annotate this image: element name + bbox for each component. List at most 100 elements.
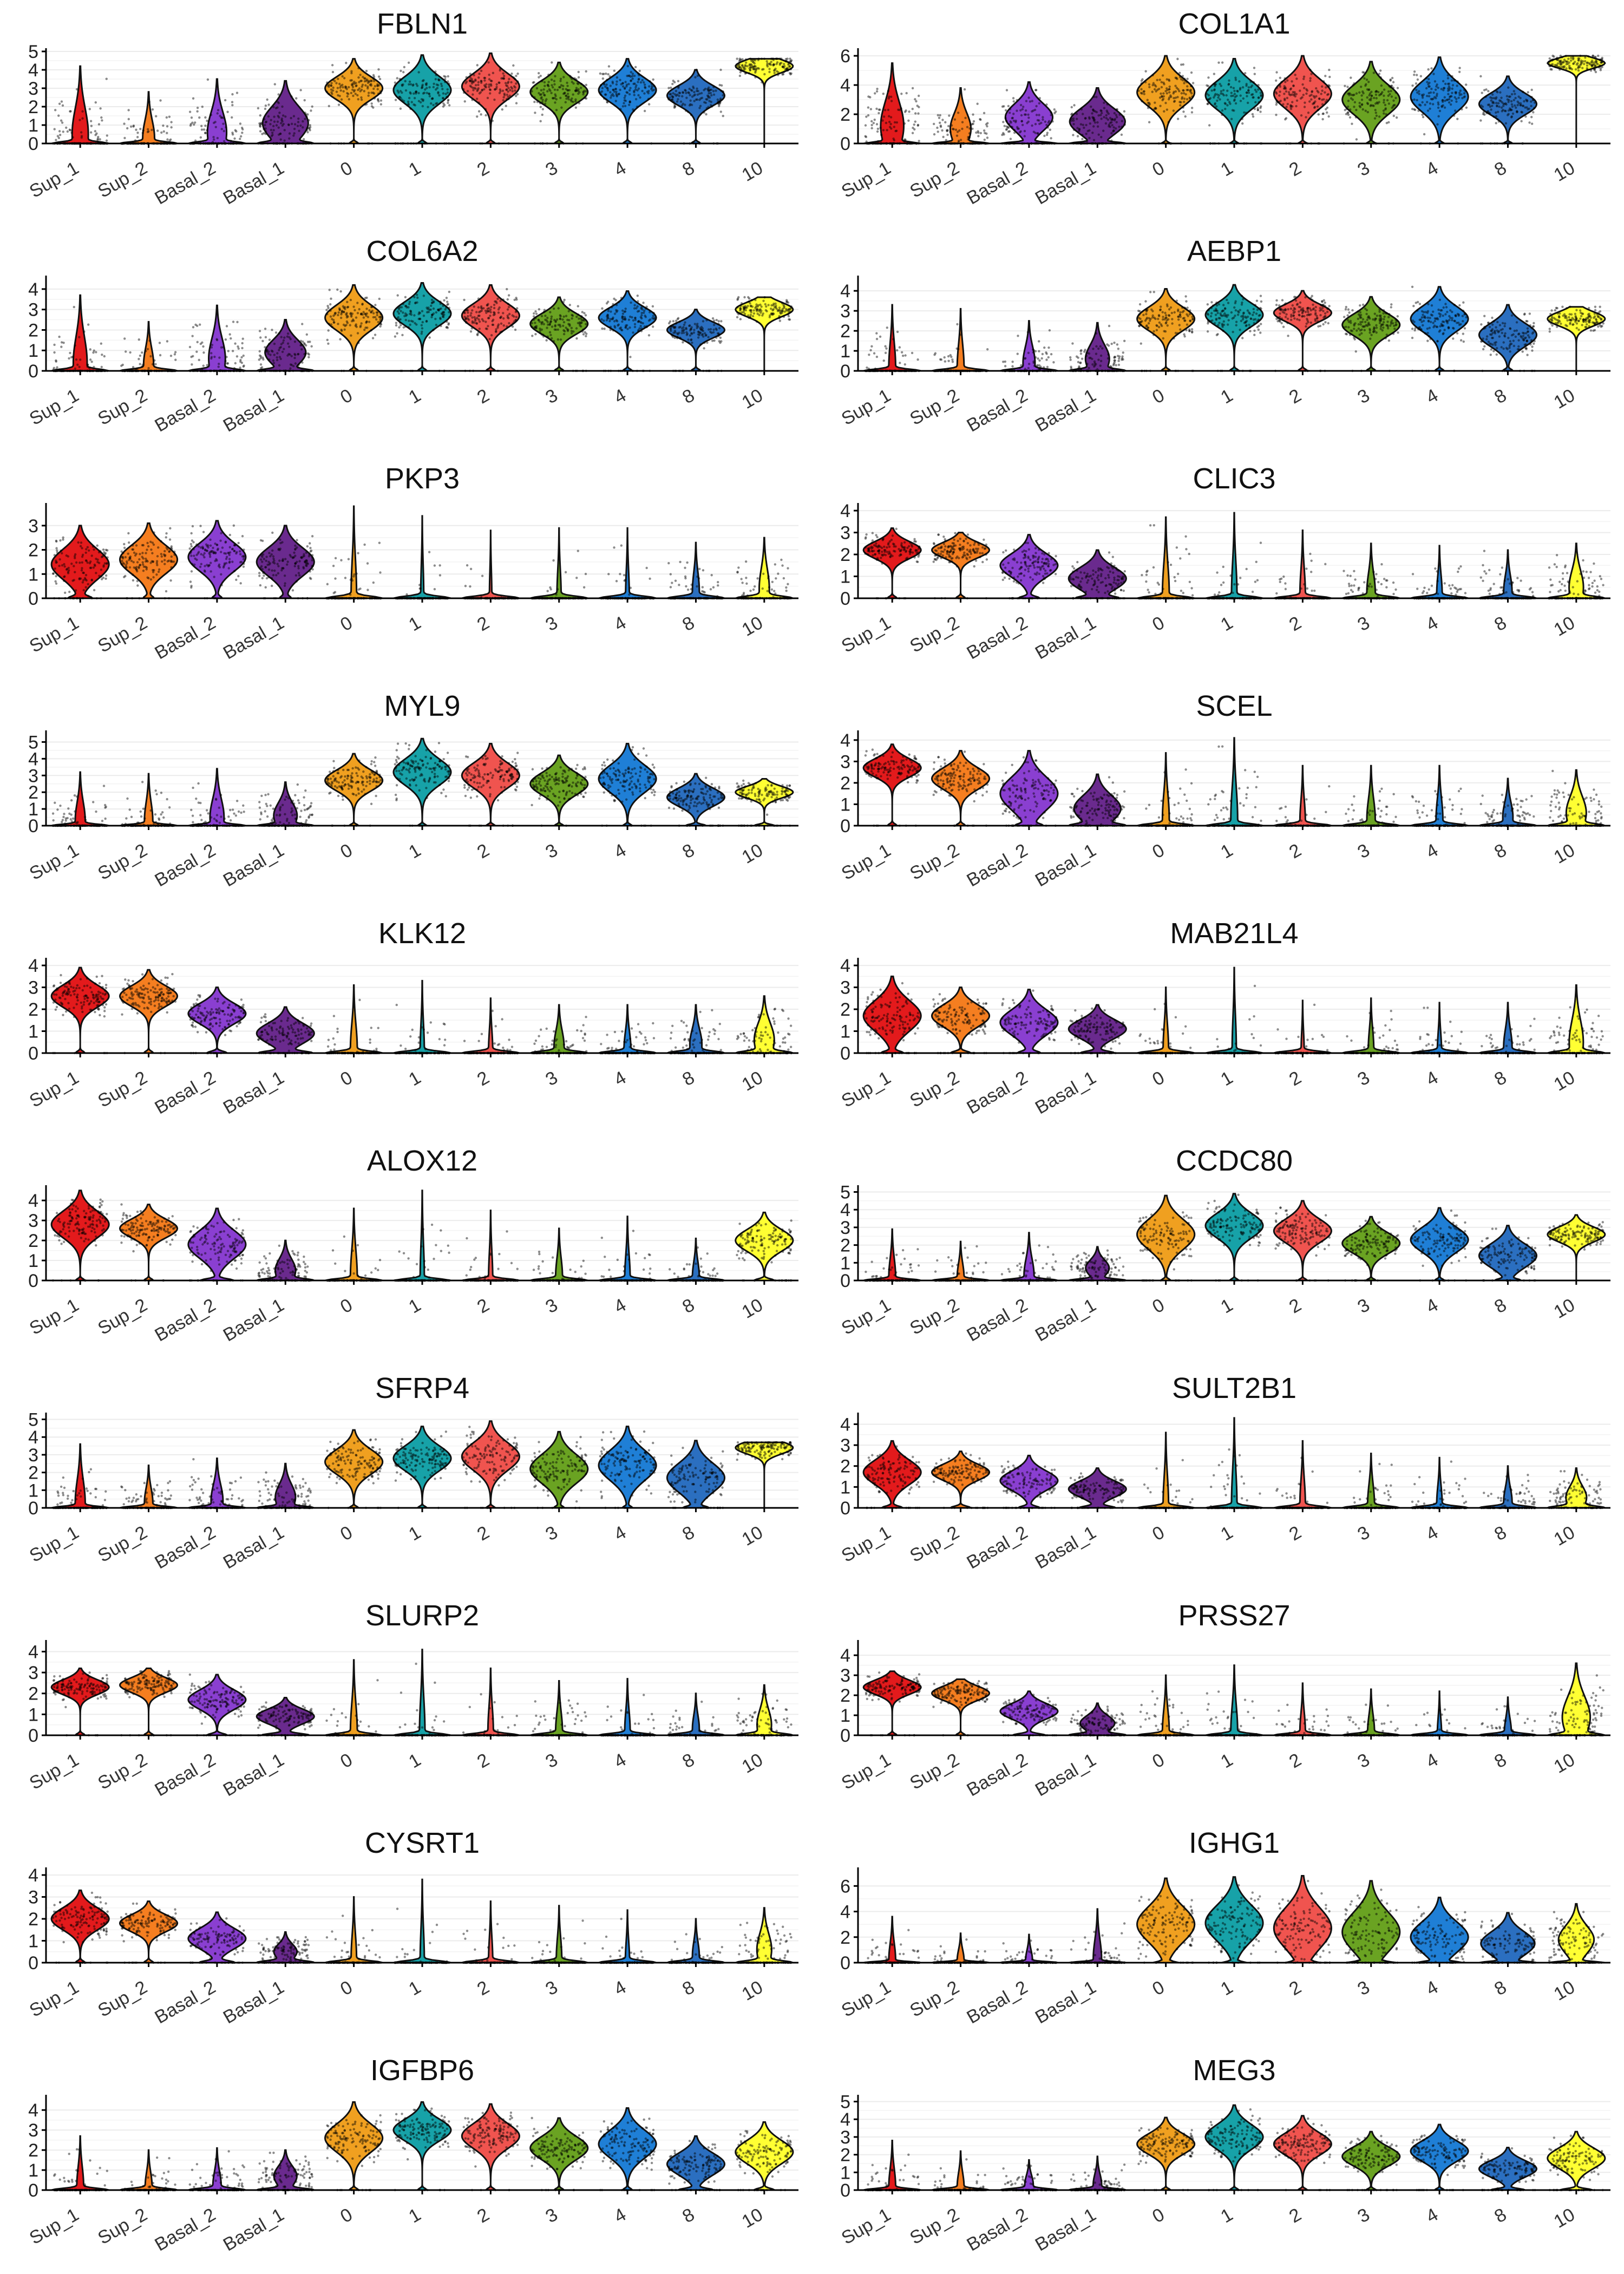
jitter-point [870,120,873,123]
jitter-point [337,313,339,317]
jitter-point [1221,113,1223,116]
jitter-point [562,300,565,303]
jitter-point [202,351,205,354]
jitter-point [903,110,907,113]
jitter-point [90,360,93,363]
jitter-point [514,89,516,92]
jitter-point [1207,98,1210,101]
jitter-point [652,311,655,315]
jitter-point [788,65,791,68]
jitter-point [670,86,672,89]
jitter-point [215,338,219,342]
jitter-point [534,333,537,336]
jitter-point [493,311,496,314]
jitter-point [1427,68,1430,71]
jitter-point [1320,85,1324,88]
jitter-point [958,129,961,132]
jitter-point [1309,68,1312,71]
jitter-point [281,120,284,123]
jitter-point [738,74,742,77]
jitter-point [647,103,651,106]
jitter-point [336,288,339,291]
jitter-point [651,325,654,328]
jitter-point [760,305,763,308]
jitter-point [711,339,714,342]
jitter-point [915,100,918,103]
jitter-point [237,345,239,348]
jitter-point [308,127,311,130]
jitter-point [585,323,587,325]
jitter-point [532,315,535,318]
jitter-point [234,362,237,365]
jitter-point [553,328,556,331]
jitter-point [264,104,267,107]
jitter-point [763,57,766,60]
panel-title: COL6A2 [366,235,478,267]
jitter-point [765,64,769,67]
jitter-point [427,106,429,108]
jitter-point [1390,90,1392,93]
jitter-point [487,317,490,319]
jitter-point [233,137,236,140]
jitter-point [897,108,900,111]
jitter-point [354,93,357,95]
jitter-point [1500,96,1503,99]
jitter-point [441,88,444,90]
jitter-point [1247,86,1250,89]
jitter-point [559,314,561,317]
jitter-point [535,312,538,315]
jitter-point [972,113,974,116]
jitter-point [1530,104,1533,108]
jitter-point [264,121,267,124]
jitter-point [506,85,509,88]
jitter-point [241,132,244,134]
jitter-point [445,296,448,299]
jitter-point [609,91,612,94]
jitter-point [1431,98,1433,101]
jitter-point [1355,92,1358,95]
jitter-point [1496,91,1499,94]
jitter-point [375,318,378,321]
jitter-point [507,303,510,305]
jitter-point [541,321,544,324]
jitter-point [61,104,64,107]
jitter-point [890,127,893,130]
jitter-point [605,83,608,86]
jitter-point [875,332,878,335]
jitter-point [159,354,162,357]
jitter-point [477,81,480,83]
jitter-point [867,106,870,109]
jitter-point [442,97,445,100]
jitter-point [1570,56,1573,60]
jitter-point [432,103,435,107]
category-label: 3 [542,158,561,180]
jitter-point [447,322,450,325]
jitter-point [364,103,366,106]
jitter-point [258,350,261,353]
jitter-point [355,84,357,88]
jitter-point [563,330,566,332]
jitter-point [1009,112,1011,114]
jitter-point [1186,85,1189,88]
jitter-point [1168,79,1171,82]
jitter-point [1379,69,1382,72]
jitter-point [941,129,944,132]
jitter-point [1364,109,1367,112]
jitter-point [372,106,375,109]
jitter-point [437,78,440,81]
jitter-point [778,306,781,309]
jitter-point [487,61,490,64]
jitter-point [202,364,205,367]
jitter-point [1384,103,1387,107]
jitter-point [1431,103,1435,106]
jitter-point [744,58,748,61]
jitter-point [567,323,570,325]
jitter-point [669,93,672,95]
jitter-point [557,307,560,310]
jitter-point [1458,92,1461,94]
jitter-point [605,302,608,305]
jitter-point [571,314,574,317]
jitter-point [717,323,720,325]
jitter-point [903,122,906,125]
jitter-point [1080,108,1083,111]
